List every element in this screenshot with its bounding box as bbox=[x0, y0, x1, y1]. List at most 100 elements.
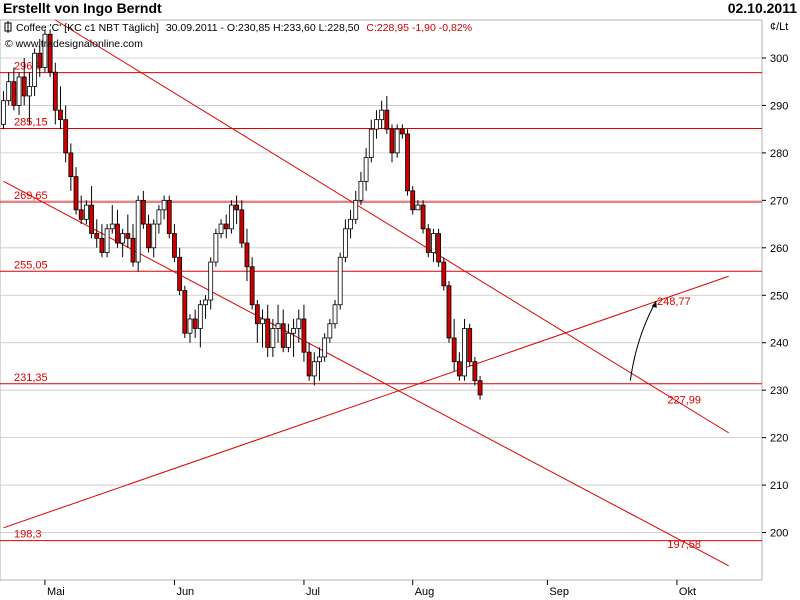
y-tick-label-230: 230 bbox=[770, 385, 788, 397]
candle-body bbox=[120, 233, 126, 244]
candle-body bbox=[410, 190, 416, 211]
candle-body bbox=[166, 199, 172, 234]
candle-body bbox=[140, 199, 146, 225]
gridlines bbox=[0, 57, 762, 533]
y-axis: 200 210 220 230 240 250 260 270 280 290 300 bbox=[762, 53, 788, 540]
candle-body bbox=[109, 223, 115, 230]
candle-body bbox=[249, 266, 255, 306]
candle-body bbox=[11, 81, 17, 106]
candle-body bbox=[73, 176, 79, 211]
candle-body bbox=[285, 332, 291, 348]
level-label-198,3: 198,3 bbox=[14, 529, 42, 541]
y-tick-label-200: 200 bbox=[770, 528, 788, 540]
candle-body bbox=[472, 361, 478, 382]
candle-body bbox=[306, 351, 312, 377]
candle-body bbox=[6, 81, 12, 102]
candle-body bbox=[68, 152, 74, 178]
candle-body bbox=[363, 157, 369, 182]
candle-body bbox=[441, 261, 447, 287]
candle-body bbox=[389, 128, 395, 154]
candle-body bbox=[425, 228, 431, 253]
annotations: 248,77 227,99 197,58 bbox=[629, 296, 701, 551]
candle-body bbox=[405, 133, 410, 192]
y-tick-label-300: 300 bbox=[770, 53, 788, 65]
candle-body bbox=[477, 380, 483, 396]
svg-text:Coffee 'C' [KC c1 NBT Täglich: Coffee 'C' [KC c1 NBT Täglich] 30.09.201… bbox=[16, 22, 472, 34]
candle-body bbox=[16, 76, 22, 106]
candle-body bbox=[213, 233, 219, 263]
candle-body bbox=[161, 199, 167, 211]
plot-area bbox=[0, 19, 763, 581]
candle-body bbox=[270, 328, 276, 348]
candle-body bbox=[337, 256, 343, 306]
candle-body bbox=[342, 228, 348, 258]
candle-body bbox=[223, 223, 229, 230]
info-source: © www.tradesignalonline.com bbox=[5, 38, 143, 50]
x-axis: Mai Jun Jul Aug Sep Okt bbox=[44, 580, 696, 598]
candle-body bbox=[399, 128, 405, 135]
candle-body bbox=[254, 304, 260, 325]
y-tick-label-290: 290 bbox=[770, 100, 788, 112]
info-change: C:228,95 -1,90 -0,82% bbox=[366, 22, 472, 34]
candle-body bbox=[317, 356, 322, 363]
candle-body bbox=[78, 209, 84, 220]
candle-body bbox=[104, 228, 110, 253]
candle-body bbox=[21, 76, 27, 97]
author-label: Erstellt von Ingo Berndt bbox=[3, 0, 162, 16]
candle-body bbox=[384, 109, 390, 130]
candle-body bbox=[368, 128, 374, 159]
candle-body bbox=[203, 299, 208, 306]
candles bbox=[1, 29, 483, 400]
candle-body bbox=[197, 304, 203, 329]
level-label-255,05: 255,05 bbox=[14, 259, 48, 271]
candle-body bbox=[47, 33, 53, 73]
candle-body bbox=[192, 318, 198, 329]
candle-body bbox=[456, 361, 462, 377]
x-tick-label-sep: Sep bbox=[549, 586, 569, 598]
candle-body bbox=[52, 71, 58, 111]
arrow-line bbox=[629, 300, 657, 381]
x-tick-label-okt: Okt bbox=[679, 586, 696, 598]
y-tick-label-280: 280 bbox=[770, 148, 788, 160]
candle-body bbox=[26, 86, 32, 97]
candle-body bbox=[462, 328, 467, 377]
candle-body bbox=[358, 180, 364, 201]
x-tick-label-jun: Jun bbox=[176, 586, 194, 598]
trendlines bbox=[3, 19, 729, 567]
y-tick-label-220: 220 bbox=[770, 433, 788, 445]
candle-body bbox=[332, 304, 338, 325]
level-label-231,35: 231,35 bbox=[14, 372, 48, 384]
unit-label: ¢/Lt bbox=[770, 21, 788, 33]
candle-body bbox=[37, 52, 43, 68]
candle-body bbox=[239, 209, 245, 244]
annotation-227,99: 227,99 bbox=[667, 395, 701, 407]
trendline-1 bbox=[3, 180, 729, 567]
candle-body bbox=[125, 233, 131, 239]
candle-body bbox=[151, 223, 157, 249]
x-tick-label-jul: Jul bbox=[306, 586, 320, 598]
candle-body bbox=[58, 109, 63, 121]
candle-body bbox=[187, 318, 193, 334]
candle-body bbox=[322, 337, 328, 358]
annotation-197,58: 197,58 bbox=[667, 539, 701, 551]
candle-body bbox=[218, 223, 224, 234]
candle-body bbox=[311, 361, 317, 377]
candle-body bbox=[327, 323, 333, 339]
candle-body bbox=[244, 242, 250, 268]
candle-body bbox=[451, 337, 457, 363]
info-ohlc: 30.09.2011 - O:230,85 H:233,60 L:228,50 bbox=[166, 22, 360, 34]
y-tick-label-260: 260 bbox=[770, 243, 788, 255]
title-bar: Erstellt von Ingo Berndt 02.10.2011 bbox=[0, 0, 800, 18]
candle-body bbox=[301, 318, 307, 353]
candle-body bbox=[296, 318, 302, 329]
candle-body bbox=[1, 100, 6, 125]
candle-body bbox=[83, 204, 89, 220]
candle-body bbox=[436, 233, 442, 263]
candle-body bbox=[115, 223, 120, 244]
arrow-head bbox=[651, 300, 657, 308]
candle-body bbox=[229, 204, 234, 230]
y-tick-label-250: 250 bbox=[770, 290, 788, 302]
candle-body bbox=[32, 52, 37, 87]
